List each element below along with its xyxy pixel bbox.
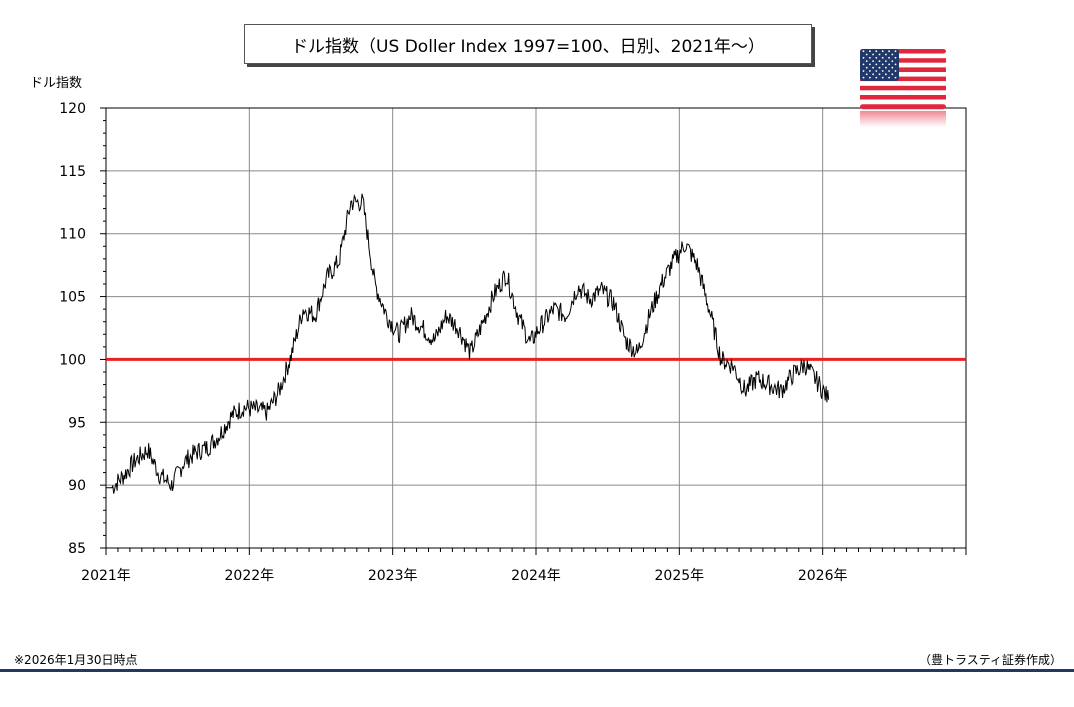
flag-star-icon — [862, 63, 865, 66]
flag-stripe-white-3 — [860, 72, 946, 77]
y-tick-label: 100 — [59, 352, 86, 368]
flag-star-icon — [888, 76, 890, 79]
flag-star-icon — [869, 76, 871, 79]
flag-stripe-white-2 — [860, 62, 946, 68]
flag-star-icon — [875, 56, 878, 59]
flag-star-icon — [891, 66, 894, 69]
flag-stripe-red-2 — [860, 58, 946, 63]
flag-star-icon — [885, 53, 887, 56]
flag-star-icon — [875, 70, 878, 72]
plot-frame — [105, 107, 967, 549]
y-tick-label: 110 — [59, 227, 86, 243]
flag-star-icon — [872, 53, 874, 56]
flag-star-icon — [869, 70, 871, 72]
bottom-rule — [0, 669, 1074, 672]
flag-star-icon — [888, 70, 890, 72]
flag-star-icon — [881, 50, 884, 53]
flag-star-icon — [881, 56, 884, 59]
x-tick-label: 2022年 — [225, 568, 275, 584]
flag-star-icon — [885, 73, 887, 76]
flag-star-icon — [891, 53, 894, 56]
source-credit: （豊トラスティ証券作成） — [918, 653, 1062, 667]
flag-star-icon — [872, 60, 874, 62]
flag-star-icon — [888, 56, 890, 59]
flag-star-icon — [862, 76, 865, 79]
y-tick-label: 90 — [68, 478, 86, 494]
flag-star-icon — [881, 63, 884, 66]
flag-star-icon — [862, 56, 865, 59]
flag-stripe-white-5 — [860, 90, 946, 95]
flag-star-icon — [872, 66, 874, 69]
flag-star-icon — [865, 60, 868, 62]
x-tick-label: 2024年 — [511, 568, 561, 584]
flag-star-icon — [869, 56, 871, 59]
flag-star-icon — [875, 50, 878, 53]
flag-stripe-red-4 — [860, 76, 946, 82]
y-tick-label: 95 — [68, 415, 86, 431]
flag-star-icon — [878, 60, 881, 62]
flag-star-icon — [885, 66, 887, 69]
flag-reflection — [860, 111, 946, 127]
flag-star-icon — [894, 63, 897, 66]
flag-star-icon — [865, 73, 868, 76]
flag-stripe-white-1 — [860, 53, 946, 59]
y-axis-label: ドル指数 — [30, 76, 83, 91]
footnote: ※2026年1月30日時点 — [14, 653, 138, 667]
flag-star-icon — [862, 70, 865, 72]
flag-stars — [862, 50, 897, 79]
flag-star-icon — [865, 66, 868, 69]
flag-star-icon — [891, 73, 894, 76]
flag-stripe-red-5 — [860, 85, 946, 91]
flag-stripe-red-3 — [860, 67, 946, 72]
flag-star-icon — [865, 53, 868, 56]
flag-star-icon — [894, 50, 897, 53]
flag-stripe-red-7 — [860, 104, 946, 110]
flag-star-icon — [878, 53, 881, 56]
flag-star-icon — [869, 50, 871, 53]
flag-star-icon — [878, 73, 881, 76]
flag-star-icon — [891, 60, 894, 62]
flag-star-icon — [869, 63, 871, 66]
flag-star-icon — [872, 73, 874, 76]
flag-star-icon — [862, 50, 865, 53]
y-tick-label: 85 — [68, 541, 86, 557]
x-tick-label: 2023年 — [368, 568, 418, 584]
flag-star-icon — [881, 76, 884, 79]
us-flag-icon — [860, 49, 946, 127]
y-tick-label: 120 — [59, 101, 86, 117]
flag-star-icon — [885, 60, 887, 62]
flag-stripe-white-4 — [860, 81, 946, 86]
x-tick-label: 2025年 — [655, 568, 705, 584]
chart-plot: 85 90 95 100 105 110 115 120 2021年 2022年 2023年 2024… — [59, 101, 967, 584]
x-tick-label: 2021年 — [81, 568, 131, 584]
chart-title: ドル指数（US Doller Index 1997=100、日別、2021年～） — [244, 24, 812, 64]
flag-stripe-white-6 — [860, 99, 946, 105]
flag-star-icon — [881, 70, 884, 72]
flag-star-icon — [888, 50, 890, 53]
y-tick-label: 115 — [59, 164, 86, 180]
flag-star-icon — [875, 63, 878, 66]
flag-star-icon — [894, 70, 897, 72]
dollar-index-series-line — [105, 193, 830, 494]
flag-star-icon — [888, 63, 890, 66]
x-tick-label: 2026年 — [798, 568, 848, 584]
flag-star-icon — [894, 76, 897, 79]
flag-stripe-red-6 — [860, 95, 946, 100]
flag-star-icon — [878, 66, 881, 69]
y-tick-label: 105 — [59, 290, 86, 306]
flag-star-icon — [875, 76, 878, 79]
flag-star-icon — [894, 56, 897, 59]
